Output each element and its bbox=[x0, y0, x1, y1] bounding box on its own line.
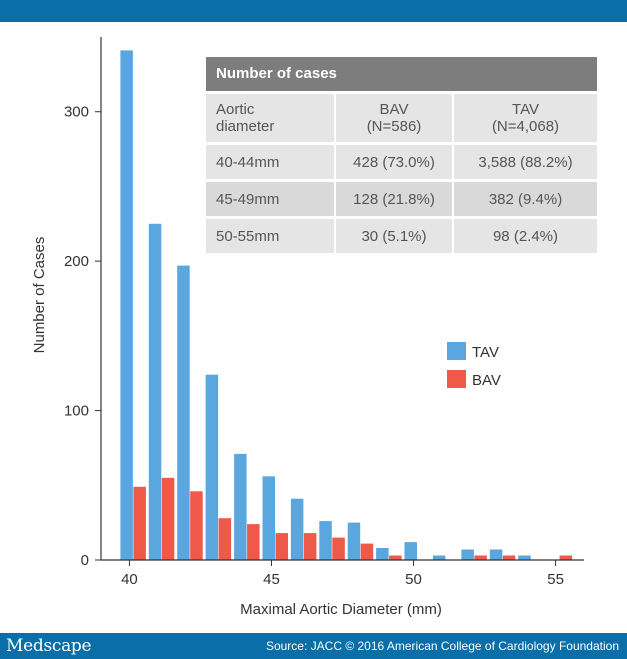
bars-group bbox=[120, 50, 573, 561]
row-tav: 98 (2.4%) bbox=[452, 216, 597, 253]
y-tick-label: 200 bbox=[64, 253, 89, 270]
y-tick-label: 0 bbox=[81, 552, 89, 569]
x-tick-label: 55 bbox=[547, 571, 564, 588]
bar-bav-43 bbox=[218, 518, 232, 560]
bar-tav-52 bbox=[461, 549, 474, 560]
bar-tav-51 bbox=[432, 555, 446, 560]
bar-chart: 0 100 200 300 40 45 50 55 TAV BAV Maximal Aorti… bbox=[31, 37, 584, 618]
header-col1-line2: diameter bbox=[216, 118, 275, 135]
y-axis-label: Number of Cases bbox=[31, 237, 48, 354]
bar-bav-52 bbox=[474, 555, 487, 560]
bar-tav-48 bbox=[347, 522, 361, 560]
bar-bav-41 bbox=[161, 477, 175, 560]
header-col3-line2: (N=4,068) bbox=[491, 118, 560, 135]
medscape-logo: Medscape bbox=[6, 636, 92, 656]
legend-swatch-bav bbox=[447, 370, 466, 388]
row-tav: 3,588 (88.2%) bbox=[452, 142, 597, 181]
x-axis-label: Maximal Aortic Diameter (mm) bbox=[240, 601, 442, 618]
header-col3-line1: TAV bbox=[512, 101, 539, 118]
y-tick-label: 100 bbox=[64, 403, 89, 420]
y-tick-label: 300 bbox=[64, 104, 89, 121]
bar-bav-42 bbox=[190, 491, 203, 560]
bar-tav-54 bbox=[518, 555, 531, 560]
bar-tav-45 bbox=[262, 476, 275, 560]
row-range: 50-55mm bbox=[206, 216, 335, 253]
inset-table: Aortic diameter BAV (N=586) TAV (N=4,068… bbox=[206, 94, 597, 253]
bar-tav-40 bbox=[120, 50, 133, 561]
bar-bav-49 bbox=[389, 555, 402, 560]
bar-bav-45 bbox=[275, 533, 288, 560]
row-bav: 30 (5.1%) bbox=[334, 216, 453, 253]
source-credit: Source: JACC © 2016 American College of … bbox=[265, 639, 619, 653]
bar-bav-44 bbox=[247, 524, 260, 560]
inset-table-header-row: Aortic diameter BAV (N=586) TAV (N=4,068… bbox=[206, 94, 597, 144]
bar-bav-40 bbox=[133, 486, 146, 560]
row-bav: 428 (73.0%) bbox=[334, 142, 453, 181]
x-tick-label: 45 bbox=[263, 571, 280, 588]
axes-group: 0 100 200 300 40 45 50 55 bbox=[64, 37, 584, 588]
bar-bav-46 bbox=[303, 533, 317, 560]
bar-tav-46 bbox=[290, 498, 304, 560]
header-col2-line2: (N=586) bbox=[366, 118, 422, 135]
table-row: 45-49mm 128 (21.8%) 382 (9.4%) bbox=[206, 179, 597, 218]
header-aortic-diameter: Aortic diameter bbox=[206, 94, 335, 144]
row-range: 45-49mm bbox=[206, 179, 335, 218]
x-tick-label: 50 bbox=[405, 571, 422, 588]
table-row: 50-55mm 30 (5.1%) 98 (2.4%) bbox=[206, 216, 597, 253]
inset-table-title: Number of cases bbox=[206, 57, 597, 91]
row-tav: 382 (9.4%) bbox=[452, 179, 597, 218]
bar-bav-48 bbox=[360, 543, 374, 560]
header-bav: BAV (N=586) bbox=[334, 94, 453, 144]
bar-tav-53 bbox=[489, 549, 503, 560]
bar-tav-47 bbox=[319, 521, 332, 560]
inset-table-panel: Number of cases Aortic diameter BAV (N=5… bbox=[206, 57, 597, 253]
row-bav: 128 (21.8%) bbox=[334, 179, 453, 218]
legend: TAV BAV bbox=[447, 342, 501, 389]
bar-tav-41 bbox=[148, 223, 162, 561]
bar-tav-50 bbox=[404, 542, 417, 560]
legend-swatch-tav bbox=[447, 342, 466, 360]
bar-bav-55 bbox=[559, 555, 573, 560]
x-tick-label: 40 bbox=[121, 571, 138, 588]
footer-band: Medscape Source: JACC © 2016 American Co… bbox=[0, 633, 627, 659]
bar-bav-47 bbox=[332, 537, 345, 560]
legend-label-bav: BAV bbox=[472, 372, 501, 389]
bar-tav-49 bbox=[376, 548, 389, 560]
header-tav: TAV (N=4,068) bbox=[452, 94, 597, 144]
table-row: 40-44mm 428 (73.0%) 3,588 (88.2%) bbox=[206, 142, 597, 181]
legend-label-tav: TAV bbox=[472, 344, 499, 361]
row-range: 40-44mm bbox=[206, 142, 335, 181]
bar-bav-53 bbox=[502, 555, 516, 560]
bar-tav-43 bbox=[205, 374, 219, 560]
header-col2-line1: BAV bbox=[379, 101, 409, 118]
bar-tav-44 bbox=[234, 453, 247, 560]
top-band bbox=[0, 0, 627, 22]
header-col1-line1: Aortic bbox=[216, 101, 255, 118]
bar-tav-42 bbox=[177, 265, 190, 560]
